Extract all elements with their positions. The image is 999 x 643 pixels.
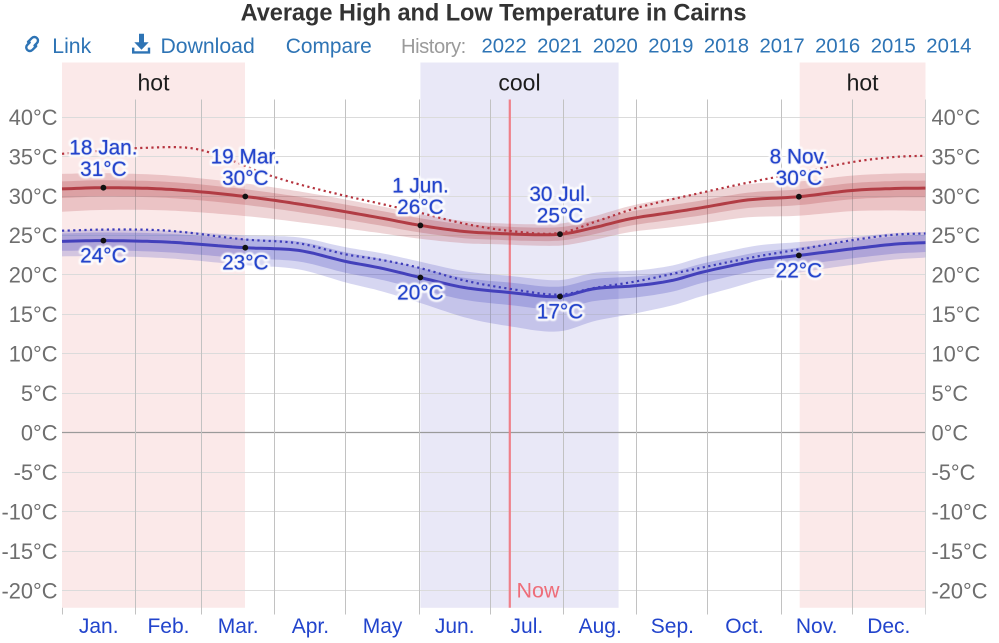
svg-text:26°C: 26°C <box>397 196 443 219</box>
svg-text:0°C: 0°C <box>21 421 58 446</box>
svg-text:May: May <box>363 615 403 638</box>
svg-text:8 Nov.: 8 Nov. <box>770 146 829 169</box>
svg-text:Sep.: Sep. <box>651 615 694 638</box>
svg-text:31°C: 31°C <box>80 158 126 181</box>
svg-text:40°C: 40°C <box>9 105 58 130</box>
svg-text:25°C: 25°C <box>9 223 58 248</box>
svg-text:Oct.: Oct. <box>725 615 764 638</box>
svg-text:18 Jan.: 18 Jan. <box>69 137 137 160</box>
svg-text:Nov.: Nov. <box>796 615 838 638</box>
svg-text:20°C: 20°C <box>932 263 981 288</box>
svg-text:19 Mar.: 19 Mar. <box>211 146 280 169</box>
svg-text:35°C: 35°C <box>932 144 981 169</box>
svg-text:30°C: 30°C <box>932 184 981 209</box>
svg-text:2018: 2018 <box>704 36 749 58</box>
svg-text:20°C: 20°C <box>9 263 58 288</box>
svg-text:5°C: 5°C <box>21 381 58 406</box>
svg-text:10°C: 10°C <box>932 342 981 367</box>
svg-text:26°C: 26°C <box>397 196 443 219</box>
svg-text:2015: 2015 <box>871 36 916 58</box>
svg-text:Average High and Low Temperatu: Average High and Low Temperature in Cair… <box>241 1 747 27</box>
svg-text:0°C: 0°C <box>932 421 969 446</box>
svg-text:23°C: 23°C <box>222 252 268 275</box>
svg-text:Compare: Compare <box>286 35 372 58</box>
svg-text:30°C: 30°C <box>776 167 822 190</box>
svg-text:25°C: 25°C <box>932 223 981 248</box>
svg-text:1 Jun.: 1 Jun. <box>392 174 449 197</box>
svg-text:5°C: 5°C <box>932 381 969 406</box>
svg-text:hot: hot <box>138 70 171 96</box>
svg-text:Apr.: Apr. <box>292 615 329 638</box>
svg-text:31°C: 31°C <box>80 158 126 181</box>
svg-text:Jan.: Jan. <box>79 615 119 638</box>
svg-text:23°C: 23°C <box>222 252 268 275</box>
svg-text:15°C: 15°C <box>932 302 981 327</box>
svg-text:20°C: 20°C <box>397 282 443 305</box>
svg-text:hot: hot <box>847 70 880 96</box>
svg-text:2019: 2019 <box>648 36 693 58</box>
svg-text:2016: 2016 <box>815 36 860 58</box>
svg-text:22°C: 22°C <box>776 259 822 282</box>
svg-text:30 Jul.: 30 Jul. <box>529 183 590 206</box>
svg-text:-15°C: -15°C <box>2 539 58 564</box>
svg-text:-5°C: -5°C <box>14 460 58 485</box>
svg-text:Now: Now <box>517 579 560 603</box>
svg-text:Jul.: Jul. <box>511 615 544 638</box>
svg-text:8 Nov.: 8 Nov. <box>770 146 829 169</box>
svg-text:2020: 2020 <box>593 36 638 58</box>
svg-text:Aug.: Aug. <box>579 615 622 638</box>
svg-text:-20°C: -20°C <box>2 578 58 603</box>
svg-text:1 Jun.: 1 Jun. <box>392 174 449 197</box>
svg-text:History:: History: <box>401 36 466 58</box>
svg-text:15°C: 15°C <box>9 302 58 327</box>
svg-text:30 Jul.: 30 Jul. <box>529 183 590 206</box>
svg-text:cool: cool <box>498 70 540 96</box>
svg-text:17°C: 17°C <box>537 301 583 324</box>
svg-text:35°C: 35°C <box>9 144 58 169</box>
svg-text:20°C: 20°C <box>397 282 443 305</box>
svg-text:Dec.: Dec. <box>867 615 910 638</box>
svg-text:Link: Link <box>52 35 91 58</box>
svg-text:Jun.: Jun. <box>435 615 475 638</box>
svg-text:25°C: 25°C <box>537 205 583 228</box>
svg-text:2022: 2022 <box>482 36 527 58</box>
svg-text:30°C: 30°C <box>776 167 822 190</box>
svg-text:19 Mar.: 19 Mar. <box>211 146 280 169</box>
svg-text:25°C: 25°C <box>537 205 583 228</box>
svg-text:-15°C: -15°C <box>932 539 988 564</box>
svg-text:2021: 2021 <box>537 36 582 58</box>
svg-text:40°C: 40°C <box>932 105 981 130</box>
svg-text:17°C: 17°C <box>537 301 583 324</box>
svg-text:30°C: 30°C <box>222 167 268 190</box>
svg-text:24°C: 24°C <box>80 245 126 268</box>
svg-text:2014: 2014 <box>926 36 971 58</box>
svg-text:30°C: 30°C <box>222 167 268 190</box>
svg-text:22°C: 22°C <box>776 259 822 282</box>
svg-text:10°C: 10°C <box>9 342 58 367</box>
svg-text:18 Jan.: 18 Jan. <box>69 137 137 160</box>
svg-text:30°C: 30°C <box>9 184 58 209</box>
svg-text:Download: Download <box>161 35 255 58</box>
svg-text:-5°C: -5°C <box>932 460 976 485</box>
svg-text:Mar.: Mar. <box>218 615 259 638</box>
svg-text:24°C: 24°C <box>80 245 126 268</box>
svg-text:Feb.: Feb. <box>147 615 189 638</box>
svg-text:-20°C: -20°C <box>932 578 988 603</box>
svg-text:-10°C: -10°C <box>932 499 988 524</box>
svg-text:-10°C: -10°C <box>2 499 58 524</box>
svg-text:2017: 2017 <box>760 36 805 58</box>
